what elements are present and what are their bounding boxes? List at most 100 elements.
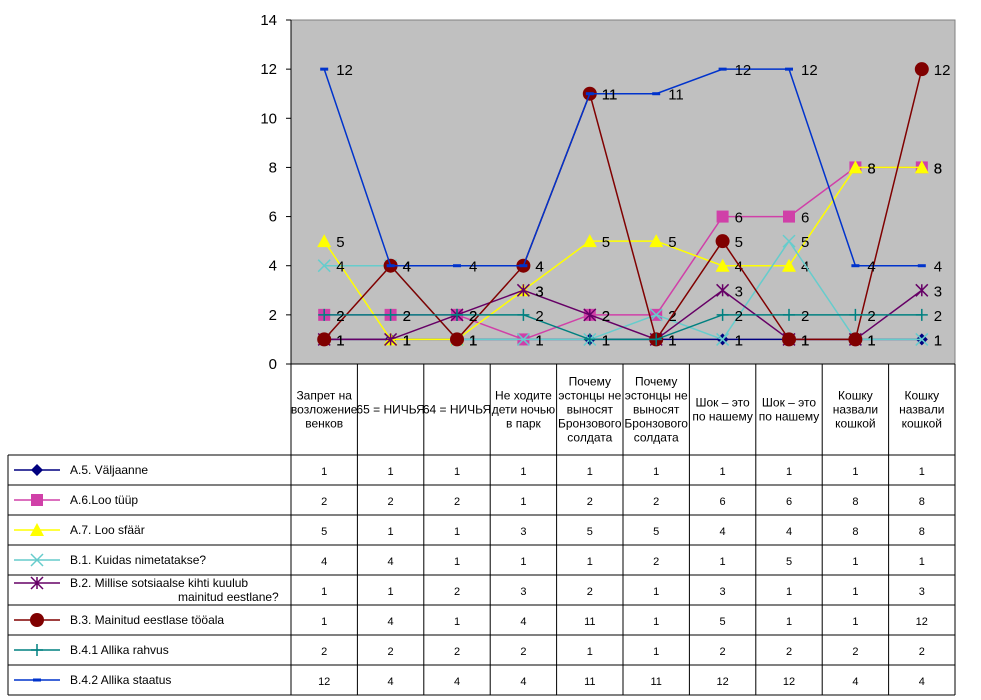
point-marker	[851, 264, 860, 268]
y-tick-label: 2	[269, 307, 277, 324]
table-cell-value: 2	[321, 646, 327, 658]
table-cell-value: 3	[919, 586, 925, 598]
data-label: 1	[867, 332, 875, 349]
point-marker	[516, 283, 530, 297]
series-line	[323, 68, 922, 267]
category-label: Шок – это по нашему	[759, 396, 820, 424]
data-label: 8	[867, 160, 875, 177]
table-cell-value: 2	[388, 496, 394, 508]
table-cell-value: 1	[388, 586, 394, 598]
y-tick-label: 6	[269, 209, 277, 226]
series-name: B.1. Kuidas nimetatakse?	[70, 553, 206, 567]
data-label: 1	[602, 332, 610, 349]
data-label: 1	[469, 332, 477, 349]
table-cell-value: 1	[454, 556, 460, 568]
data-label: 1	[668, 332, 676, 349]
table-cell-value: 1	[852, 466, 858, 478]
data-label: 1	[801, 332, 809, 349]
y-tick-label: 10	[260, 110, 277, 127]
data-label: 1	[336, 332, 344, 349]
data-label: 4	[469, 259, 477, 276]
category-label: 65 = НИЧЬЯ	[356, 403, 424, 417]
data-label: 2	[336, 308, 344, 325]
category-label: Почему эстонцы не выносят Бронзового солдата	[624, 375, 688, 445]
point-marker	[386, 264, 395, 268]
data-label: 8	[934, 160, 942, 177]
data-label: 4	[735, 259, 743, 276]
data-label: 2	[403, 308, 411, 325]
table-cell-value: 4	[786, 526, 792, 538]
point-marker	[782, 234, 796, 248]
table-cell-value: 1	[321, 586, 327, 598]
series-7: 2 2 2 2 1 1 2 2 2 2	[318, 308, 942, 349]
table-cell-value: 11	[584, 616, 595, 628]
data-label: 12	[934, 62, 951, 79]
data-label: 1	[867, 332, 875, 349]
point-marker	[30, 576, 44, 590]
category-label: Запрет на возложение венков	[291, 389, 358, 431]
point-marker	[318, 308, 331, 321]
data-label: 11	[602, 87, 618, 104]
table-cell-value: 2	[852, 646, 858, 658]
data-label: 1	[668, 332, 676, 349]
table-cell-value: 6	[720, 496, 726, 508]
data-label: 4	[535, 259, 543, 276]
table-cell-value: 8	[919, 526, 925, 538]
point-marker	[453, 264, 461, 268]
data-label: 4	[403, 259, 411, 276]
data-label: 1	[867, 332, 875, 349]
data-label: 5	[336, 234, 344, 251]
point-marker	[320, 67, 329, 71]
data-label: 2	[469, 308, 477, 325]
data-label: 8	[867, 160, 875, 177]
data-label: 1	[735, 332, 743, 349]
series-line	[323, 68, 923, 342]
data-label: 1	[735, 332, 743, 349]
data-label: 2	[403, 308, 411, 325]
point-marker	[33, 678, 41, 682]
point-marker	[450, 332, 464, 347]
table-cell-value: 1	[919, 556, 925, 568]
point-marker	[30, 613, 44, 627]
table-cell-value: 1	[653, 586, 659, 598]
point-marker	[30, 523, 44, 536]
data-label: 2	[934, 308, 942, 325]
data-label: 1	[336, 332, 344, 349]
data-label: 1	[469, 332, 477, 349]
point-marker	[915, 283, 929, 297]
table-cell-value: 2	[720, 646, 726, 658]
table-cell-value: 4	[388, 616, 394, 628]
data-label: 1	[602, 332, 610, 349]
table-cell-value: 1	[786, 466, 792, 478]
point-marker	[849, 308, 862, 321]
series-8: 12 4 4 4 11 11 12 12 4 4	[320, 62, 942, 276]
data-label: 6	[735, 210, 743, 227]
data-label: 1	[535, 332, 543, 349]
table-cell-value: 2	[321, 496, 327, 508]
data-label: 2	[469, 308, 477, 325]
data-label: 1	[403, 332, 411, 349]
plot-area	[290, 19, 956, 365]
table-cell-value: 3	[520, 526, 526, 538]
table-cell-value: 1	[852, 556, 858, 568]
point-marker	[848, 332, 863, 347]
series-line	[324, 314, 922, 341]
data-label: 2	[535, 308, 543, 325]
series-name: A.6.Loo tüüp	[70, 493, 138, 507]
point-marker	[914, 160, 929, 174]
data-label: 2	[602, 308, 610, 325]
point-marker	[848, 160, 863, 174]
data-label: 1	[934, 332, 942, 349]
category-label: Почему эстонцы не выносят Бронзового солдата	[558, 375, 622, 445]
data-label: 1	[469, 332, 477, 349]
point-marker	[716, 210, 729, 223]
point-marker	[31, 494, 43, 506]
point-marker	[650, 333, 663, 346]
table-cell-value: 1	[388, 466, 394, 478]
table-cell-value: 2	[454, 586, 460, 598]
table-cell-value: 1	[653, 616, 659, 628]
data-label: 2	[735, 308, 743, 325]
category-label: 64 = НИЧЬЯ	[423, 403, 491, 417]
